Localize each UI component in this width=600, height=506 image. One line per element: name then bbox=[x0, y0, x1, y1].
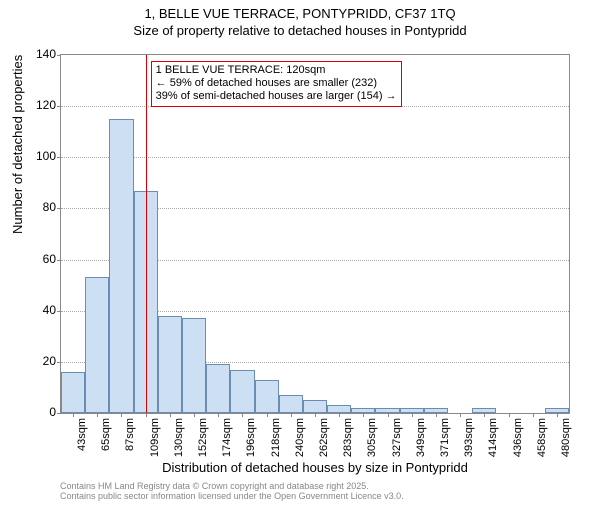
y-axis-label: Number of detached properties bbox=[10, 55, 25, 234]
xtick-label: 305sqm bbox=[366, 418, 378, 457]
xtick-label: 283sqm bbox=[342, 418, 354, 457]
xtick-label: 414sqm bbox=[487, 418, 499, 457]
xtick-mark bbox=[363, 413, 364, 417]
xtick-label: 480sqm bbox=[560, 418, 572, 457]
histogram-bar bbox=[85, 277, 109, 413]
xtick-mark bbox=[557, 413, 558, 417]
xtick-mark bbox=[267, 413, 268, 417]
xtick-label: 371sqm bbox=[439, 418, 451, 457]
gridline bbox=[61, 157, 569, 158]
annotation-line2: ← 59% of detached houses are smaller (23… bbox=[156, 77, 397, 90]
histogram-bar bbox=[255, 380, 279, 413]
xtick-label: 327sqm bbox=[391, 418, 403, 457]
plot-area: 1 BELLE VUE TERRACE: 120sqm← 59% of deta… bbox=[60, 54, 570, 414]
xtick-mark bbox=[194, 413, 195, 417]
histogram-bar bbox=[230, 370, 254, 413]
histogram-bar bbox=[279, 395, 303, 413]
xtick-label: 393sqm bbox=[463, 418, 475, 457]
ytick-mark bbox=[57, 55, 61, 56]
histogram-bar bbox=[206, 364, 230, 413]
ytick-label: 140 bbox=[36, 47, 56, 61]
xtick-label: 218sqm bbox=[270, 418, 282, 457]
ytick-mark bbox=[57, 362, 61, 363]
ytick-label: 60 bbox=[43, 252, 56, 266]
annotation-box: 1 BELLE VUE TERRACE: 120sqm← 59% of deta… bbox=[151, 61, 402, 107]
ytick-mark bbox=[57, 106, 61, 107]
histogram-bar bbox=[109, 119, 133, 413]
xtick-label: 43sqm bbox=[76, 418, 88, 451]
x-axis-label: Distribution of detached houses by size … bbox=[60, 460, 570, 475]
ytick-label: 80 bbox=[43, 200, 56, 214]
xtick-mark bbox=[218, 413, 219, 417]
xtick-mark bbox=[121, 413, 122, 417]
xtick-mark bbox=[412, 413, 413, 417]
annotation-line3: 39% of semi-detached houses are larger (… bbox=[156, 90, 397, 103]
ytick-label: 20 bbox=[43, 354, 56, 368]
xtick-label: 65sqm bbox=[100, 418, 112, 451]
xtick-label: 152sqm bbox=[197, 418, 209, 457]
ytick-mark bbox=[57, 208, 61, 209]
footer-attribution: Contains HM Land Registry data © Crown c… bbox=[60, 482, 404, 502]
chart-title-sub: Size of property relative to detached ho… bbox=[0, 23, 600, 38]
xtick-label: 87sqm bbox=[124, 418, 136, 451]
xtick-label: 240sqm bbox=[294, 418, 306, 457]
ytick-label: 40 bbox=[43, 303, 56, 317]
xtick-label: 130sqm bbox=[173, 418, 185, 457]
xtick-label: 174sqm bbox=[221, 418, 233, 457]
xtick-label: 349sqm bbox=[415, 418, 427, 457]
xtick-mark bbox=[315, 413, 316, 417]
ytick-label: 100 bbox=[36, 149, 56, 163]
xtick-mark bbox=[242, 413, 243, 417]
chart-title-main: 1, BELLE VUE TERRACE, PONTYPRIDD, CF37 1… bbox=[0, 6, 600, 21]
xtick-mark bbox=[509, 413, 510, 417]
xtick-mark bbox=[484, 413, 485, 417]
xtick-mark bbox=[291, 413, 292, 417]
xtick-label: 458sqm bbox=[536, 418, 548, 457]
xtick-mark bbox=[73, 413, 74, 417]
chart-container: 1, BELLE VUE TERRACE, PONTYPRIDD, CF37 1… bbox=[0, 6, 600, 506]
xtick-mark bbox=[170, 413, 171, 417]
xtick-label: 262sqm bbox=[318, 418, 330, 457]
ytick-label: 0 bbox=[49, 405, 56, 419]
xtick-mark bbox=[436, 413, 437, 417]
histogram-bar bbox=[303, 400, 327, 413]
histogram-bar bbox=[158, 316, 182, 413]
xtick-mark bbox=[97, 413, 98, 417]
xtick-label: 196sqm bbox=[245, 418, 257, 457]
xtick-mark bbox=[460, 413, 461, 417]
footer-line2: Contains public sector information licen… bbox=[60, 492, 404, 502]
xtick-label: 436sqm bbox=[512, 418, 524, 457]
histogram-bar bbox=[327, 405, 351, 413]
xtick-mark bbox=[146, 413, 147, 417]
xtick-mark bbox=[339, 413, 340, 417]
annotation-line1: 1 BELLE VUE TERRACE: 120sqm bbox=[156, 64, 397, 77]
reference-line bbox=[146, 55, 147, 413]
histogram-bar bbox=[182, 318, 206, 413]
ytick-mark bbox=[57, 413, 61, 414]
ytick-mark bbox=[57, 157, 61, 158]
ytick-mark bbox=[57, 260, 61, 261]
xtick-mark bbox=[533, 413, 534, 417]
histogram-bar bbox=[61, 372, 85, 413]
ytick-label: 120 bbox=[36, 98, 56, 112]
ytick-mark bbox=[57, 311, 61, 312]
xtick-mark bbox=[388, 413, 389, 417]
xtick-label: 109sqm bbox=[149, 418, 161, 457]
